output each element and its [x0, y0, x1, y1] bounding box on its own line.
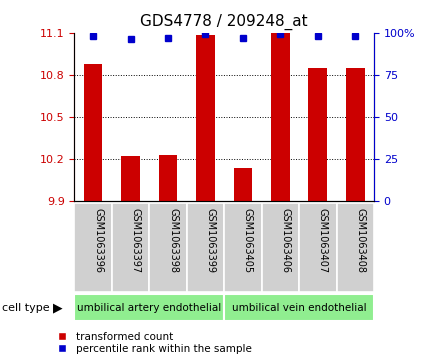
- Bar: [149, 203, 187, 292]
- Text: umbilical vein endothelial: umbilical vein endothelial: [232, 303, 366, 313]
- Text: GSM1063397: GSM1063397: [130, 208, 141, 273]
- Bar: [234, 168, 252, 201]
- Bar: [262, 203, 299, 292]
- Text: umbilical artery endothelial: umbilical artery endothelial: [77, 303, 221, 313]
- Text: GSM1063406: GSM1063406: [280, 208, 290, 273]
- Bar: [84, 64, 102, 201]
- Bar: [299, 203, 337, 292]
- Text: ▶: ▶: [53, 301, 62, 314]
- Bar: [121, 156, 140, 201]
- Text: GSM1063408: GSM1063408: [355, 208, 365, 273]
- Bar: [187, 203, 224, 292]
- Bar: [309, 68, 327, 201]
- Title: GDS4778 / 209248_at: GDS4778 / 209248_at: [140, 14, 308, 30]
- Bar: [346, 68, 365, 201]
- Text: GSM1063407: GSM1063407: [318, 208, 328, 273]
- Legend: transformed count, percentile rank within the sample: transformed count, percentile rank withi…: [48, 327, 256, 358]
- Bar: [337, 203, 374, 292]
- Text: cell type: cell type: [2, 303, 50, 313]
- Text: GSM1063398: GSM1063398: [168, 208, 178, 273]
- Bar: [224, 294, 374, 321]
- Bar: [224, 203, 262, 292]
- Bar: [159, 155, 177, 201]
- Bar: [74, 203, 112, 292]
- Bar: [74, 294, 224, 321]
- Text: GSM1063399: GSM1063399: [205, 208, 215, 273]
- Bar: [112, 203, 149, 292]
- Bar: [271, 33, 290, 201]
- Text: GSM1063396: GSM1063396: [93, 208, 103, 273]
- Text: GSM1063405: GSM1063405: [243, 208, 253, 273]
- Bar: [196, 36, 215, 201]
